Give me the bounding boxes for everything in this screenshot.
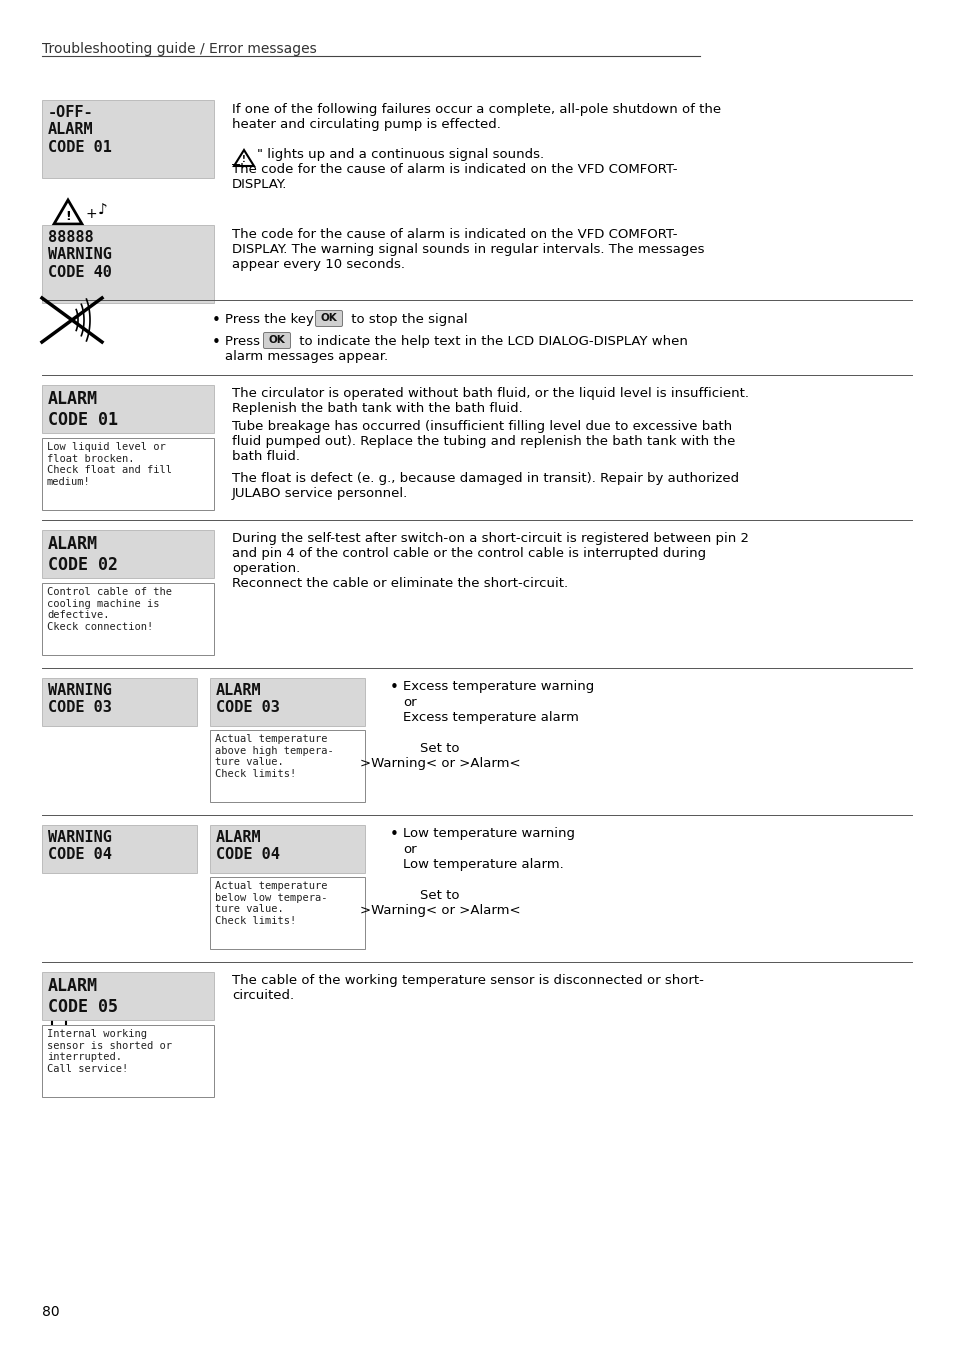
Text: Set to: Set to xyxy=(420,742,459,755)
Text: WARNING
CODE 03: WARNING CODE 03 xyxy=(48,684,112,716)
Text: Set to: Set to xyxy=(420,889,459,902)
Bar xyxy=(42,825,196,873)
Bar xyxy=(210,678,365,725)
Text: Control cable of the
cooling machine is
defective.
Ckeck connection!: Control cable of the cooling machine is … xyxy=(47,586,172,632)
Text: ALARM
CODE 01: ALARM CODE 01 xyxy=(48,390,118,428)
Text: ALARM
CODE 02: ALARM CODE 02 xyxy=(48,535,118,574)
Text: Actual temperature
below low tempera-
ture value.
Check limits!: Actual temperature below low tempera- tu… xyxy=(214,881,327,925)
Text: •: • xyxy=(390,827,398,842)
Text: ♪: ♪ xyxy=(98,203,108,218)
Text: Troubleshooting guide / Error messages: Troubleshooting guide / Error messages xyxy=(42,42,316,55)
Bar xyxy=(42,1025,213,1097)
Text: WARNING
CODE 04: WARNING CODE 04 xyxy=(48,830,112,862)
Text: >Warning< or >Alarm<: >Warning< or >Alarm< xyxy=(359,757,519,770)
Bar xyxy=(42,100,213,178)
Text: •: • xyxy=(390,680,398,694)
Bar xyxy=(42,226,213,303)
Text: or: or xyxy=(402,843,416,857)
Bar xyxy=(42,971,213,1020)
Text: to stop the signal: to stop the signal xyxy=(347,313,467,326)
Text: The circulator is operated without bath fluid, or the liquid level is insufficie: The circulator is operated without bath … xyxy=(232,386,748,415)
Text: +: + xyxy=(86,207,97,222)
Text: If one of the following failures occur a complete, all-pole shutdown of the
heat: If one of the following failures occur a… xyxy=(232,103,720,131)
Bar xyxy=(42,584,213,655)
Text: !: ! xyxy=(242,155,246,165)
Text: to indicate the help text in the LCD DIALOG-DISPLAY when: to indicate the help text in the LCD DIA… xyxy=(294,335,687,349)
Text: Press the key: Press the key xyxy=(225,313,317,326)
Text: The code for the cause of alarm is indicated on the VFD COMFORT-
DISPLAY.: The code for the cause of alarm is indic… xyxy=(232,163,677,190)
Bar xyxy=(42,678,196,725)
Text: OK: OK xyxy=(320,313,337,323)
Text: ALARM
CODE 03: ALARM CODE 03 xyxy=(215,684,279,716)
Text: >Warning< or >Alarm<: >Warning< or >Alarm< xyxy=(359,904,519,917)
Text: alarm messages appear.: alarm messages appear. xyxy=(225,350,388,363)
Text: The float is defect (e. g., because damaged in transit). Repair by authorized
JU: The float is defect (e. g., because dama… xyxy=(232,471,739,500)
Text: The code for the cause of alarm is indicated on the VFD COMFORT-
DISPLAY. The wa: The code for the cause of alarm is indic… xyxy=(232,228,703,272)
Bar xyxy=(210,825,365,873)
Text: " lights up and a continuous signal sounds.: " lights up and a continuous signal soun… xyxy=(256,149,543,161)
Text: 88888
WARNING
CODE 40: 88888 WARNING CODE 40 xyxy=(48,230,112,280)
Text: •: • xyxy=(212,313,221,328)
FancyBboxPatch shape xyxy=(263,332,291,349)
Text: •: • xyxy=(212,335,221,350)
Text: OK: OK xyxy=(269,335,285,345)
Text: Internal working
sensor is shorted or
interrupted.
Call service!: Internal working sensor is shorted or in… xyxy=(47,1029,172,1074)
Bar xyxy=(42,385,213,434)
Text: During the self-test after switch-on a short-circuit is registered between pin 2: During the self-test after switch-on a s… xyxy=(232,532,748,590)
Bar xyxy=(210,730,365,802)
Text: Press: Press xyxy=(225,335,264,349)
Bar xyxy=(210,877,365,948)
Text: Low temperature alarm.: Low temperature alarm. xyxy=(402,858,563,871)
Text: 80: 80 xyxy=(42,1305,59,1319)
Text: Excess temperature alarm: Excess temperature alarm xyxy=(402,711,578,724)
Text: -OFF-
ALARM
CODE 01: -OFF- ALARM CODE 01 xyxy=(48,105,112,155)
Text: Low temperature warning: Low temperature warning xyxy=(402,827,575,840)
Text: !: ! xyxy=(65,209,71,223)
Text: ALARM
CODE 04: ALARM CODE 04 xyxy=(215,830,279,862)
Polygon shape xyxy=(52,1013,66,1048)
Text: The cable of the working temperature sensor is disconnected or short-
circuited.: The cable of the working temperature sen… xyxy=(232,974,703,1002)
Text: Low liquid level or
float brocken.
Check float and fill
medium!: Low liquid level or float brocken. Check… xyxy=(47,442,172,486)
Text: or: or xyxy=(402,696,416,709)
Text: Excess temperature warning: Excess temperature warning xyxy=(402,680,594,693)
FancyBboxPatch shape xyxy=(315,311,342,327)
Text: ALARM
CODE 05: ALARM CODE 05 xyxy=(48,977,118,1016)
Bar xyxy=(42,530,213,578)
Bar xyxy=(42,438,213,509)
Text: Tube breakage has occurred (insufficient filling level due to excessive bath
flu: Tube breakage has occurred (insufficient… xyxy=(232,420,735,463)
Text: Actual temperature
above high tempera-
ture value.
Check limits!: Actual temperature above high tempera- t… xyxy=(214,734,334,778)
